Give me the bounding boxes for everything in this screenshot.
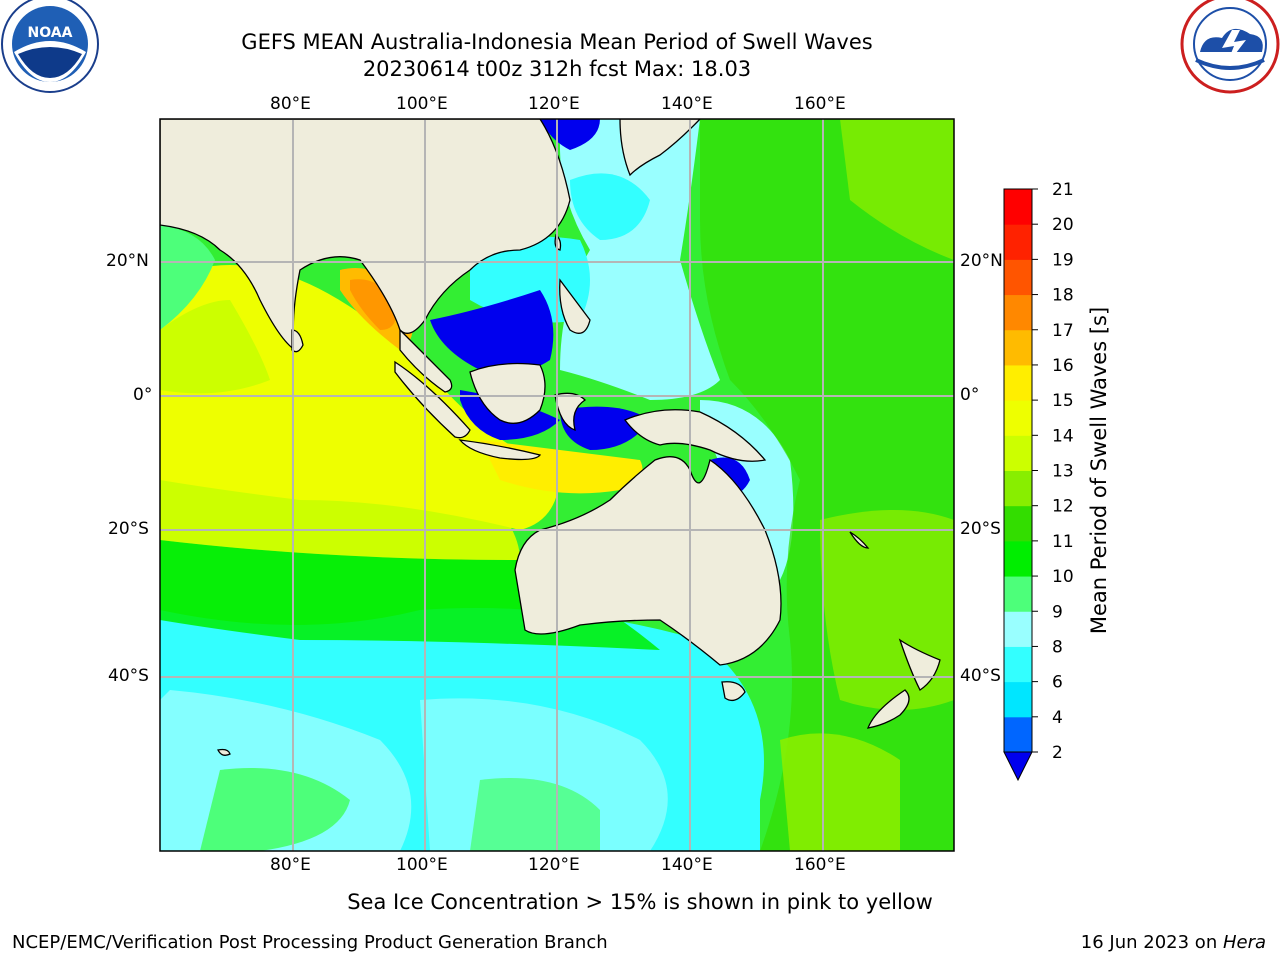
colorbar-tick-label: 21 — [1052, 180, 1074, 200]
colorbar-tick-label: 8 — [1052, 637, 1063, 657]
noaa-logo-text: NOAA — [28, 25, 73, 41]
colorbar-tick-label: 13 — [1052, 462, 1074, 482]
colorbar-tick-label: 10 — [1052, 567, 1074, 587]
map-area — [160, 119, 954, 851]
colorbar-segment — [1004, 364, 1032, 401]
colorbar-tick-label: 11 — [1052, 532, 1074, 552]
lat-label-left: 40°S — [108, 666, 149, 686]
lon-label-bottom: 160°E — [794, 855, 846, 875]
colorbar-tick-label: 9 — [1052, 602, 1063, 622]
colorbar-segment — [1004, 505, 1032, 542]
colorbar-segment — [1004, 646, 1032, 683]
lon-label-bottom: 80°E — [270, 855, 311, 875]
colorbar-tick-label: 12 — [1052, 497, 1074, 517]
colorbar-segment — [1004, 470, 1032, 507]
colorbar-tick-label: 16 — [1052, 356, 1074, 376]
nws-logo-icon — [1180, 0, 1280, 94]
lat-label-right: 20°S — [960, 519, 1001, 539]
colorbar-extend-arrow — [1003, 751, 1033, 782]
chart-title: GEFS MEAN Australia-Indonesia Mean Perio… — [241, 30, 873, 54]
colorbar-segment — [1004, 540, 1032, 577]
colorbar-segment — [1004, 224, 1032, 260]
colorbar-tick-label: 20 — [1052, 215, 1074, 235]
colorbar-tick-label: 6 — [1052, 673, 1063, 693]
lon-label-top: 140°E — [661, 94, 713, 114]
colorbar-segment — [1004, 400, 1032, 436]
lon-label-top: 120°E — [528, 94, 580, 114]
colorbar-tick-label: 18 — [1052, 286, 1074, 306]
colorbar-segment — [1004, 435, 1032, 471]
colorbar-tick-label: 15 — [1052, 391, 1074, 411]
colorbar-segment — [1004, 259, 1032, 296]
colorbar-segment — [1004, 294, 1032, 331]
lat-label-left: 20°N — [106, 251, 149, 271]
lon-label-bottom: 120°E — [528, 855, 580, 875]
lat-label-right: 40°S — [960, 666, 1001, 686]
footer-machine: Hera — [1222, 932, 1266, 953]
colorbar-segment — [1004, 681, 1032, 718]
footer-credit: NCEP/EMC/Verification Post Processing Pr… — [12, 932, 608, 953]
lon-label-top: 100°E — [396, 94, 448, 114]
colorbar-segment — [1004, 576, 1032, 612]
graticule — [160, 119, 954, 851]
colorbar-tick-label: 4 — [1052, 708, 1063, 728]
lat-label-left: 0° — [133, 385, 153, 405]
lon-label-top: 160°E — [794, 94, 846, 114]
colorbar-segment — [1004, 716, 1032, 753]
colorbar-segment — [1004, 189, 1032, 225]
colorbar-tick-label: 14 — [1052, 426, 1074, 446]
chart-subtitle: 20230614 t00z 312h fcst Max: 18.03 — [362, 57, 752, 81]
lat-label-left: 20°S — [108, 519, 149, 539]
lat-label-right: 20°N — [960, 251, 1003, 271]
footer-date-text: 16 Jun 2023 on — [1080, 932, 1223, 953]
noaa-logo-icon: NOAA — [1, 0, 99, 93]
map-frame — [159, 118, 955, 852]
lon-label-bottom: 100°E — [396, 855, 448, 875]
colorbar-segment — [1004, 611, 1032, 647]
colorbar-label: Mean Period of Swell Waves [s] — [1087, 307, 1111, 634]
colorbar-tick-label: 2 — [1052, 743, 1063, 763]
land — [160, 119, 941, 756]
lon-label-top: 80°E — [270, 94, 311, 114]
swell-field — [160, 119, 954, 851]
colorbar: 2 4 6 8 9 10 11 12 13 14 15 16 17 18 19 20 21 Mean Period… — [1003, 180, 1111, 782]
colorbar-tick-label: 19 — [1052, 250, 1074, 270]
sea-ice-caption: Sea Ice Concentration > 15% is shown in … — [347, 890, 933, 914]
colorbar-segment — [1004, 329, 1032, 366]
lat-label-right: 0° — [960, 385, 980, 405]
lon-label-bottom: 140°E — [661, 855, 713, 875]
footer-date: 16 Jun 2023 on Hera — [1081, 932, 1266, 953]
colorbar-tick-label: 17 — [1052, 321, 1074, 341]
